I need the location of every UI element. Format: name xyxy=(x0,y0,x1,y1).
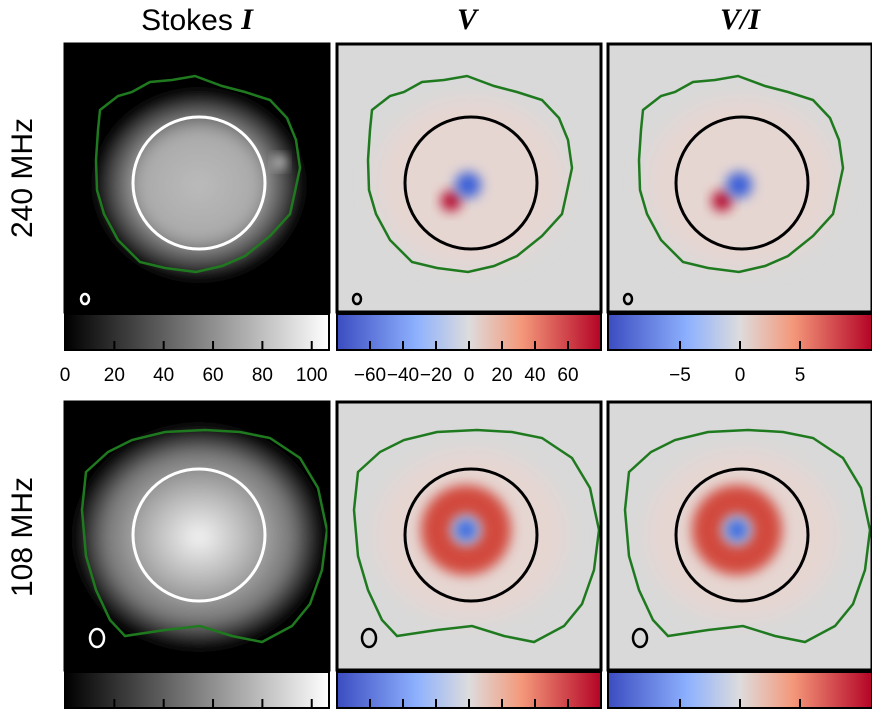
colorbar-tick-label: −20 xyxy=(420,365,452,386)
limb xyxy=(403,467,539,603)
contour xyxy=(352,428,601,644)
image-panel xyxy=(63,42,331,314)
beam xyxy=(79,292,91,306)
contour xyxy=(80,428,329,644)
colorbar-fill xyxy=(64,313,330,351)
limb xyxy=(674,115,810,251)
contour xyxy=(94,74,302,274)
contour xyxy=(637,74,845,274)
contour xyxy=(366,74,574,274)
colorbar-tick-label: 40 xyxy=(153,365,174,386)
colorbar-tick-label: 80 xyxy=(252,365,273,386)
limb xyxy=(131,467,267,603)
colorbar-tick-label: 0 xyxy=(464,365,475,386)
image-panel xyxy=(606,400,872,672)
contour xyxy=(623,428,872,644)
red-spot xyxy=(712,191,732,211)
core xyxy=(725,518,749,542)
image xyxy=(65,402,329,670)
beam xyxy=(360,627,378,649)
panel-frame xyxy=(606,42,872,314)
colorbar-tick-label: 20 xyxy=(491,365,512,386)
image-panel xyxy=(335,400,603,672)
ring xyxy=(421,485,511,575)
image xyxy=(65,44,329,312)
colorbar xyxy=(336,671,602,709)
image-panel xyxy=(335,42,603,314)
panel-frame xyxy=(63,42,331,314)
colorbar-tick-label: −60 xyxy=(354,365,386,386)
column-title: V/I xyxy=(720,3,761,36)
blue-spot xyxy=(455,172,481,198)
column-title: Stokes I xyxy=(141,3,254,37)
colorbar xyxy=(607,671,872,709)
limb xyxy=(403,115,539,251)
panel-frame xyxy=(63,400,331,672)
colorbar xyxy=(336,313,602,351)
image xyxy=(337,402,601,670)
colorbar-tick-label: −5 xyxy=(669,365,691,386)
emission xyxy=(74,425,324,649)
source xyxy=(274,156,286,168)
colorbar-tick-label: 40 xyxy=(524,365,545,386)
title-symbol: I xyxy=(240,3,254,36)
limb xyxy=(131,115,267,251)
blue-spot xyxy=(726,172,752,198)
beam xyxy=(351,292,363,306)
colorbar-fill xyxy=(64,671,330,709)
colorbar-tick-label: 20 xyxy=(104,365,125,386)
colorbar-tick-label: 0 xyxy=(735,365,746,386)
core xyxy=(454,518,478,542)
colorbar xyxy=(64,671,330,709)
panel-frame xyxy=(335,400,603,672)
ring xyxy=(692,485,782,575)
limb xyxy=(674,467,810,603)
colorbar-tick-label: 60 xyxy=(202,365,223,386)
image xyxy=(608,402,872,670)
column-title: V xyxy=(457,3,480,36)
beam xyxy=(88,627,106,649)
column-titles: Stokes I V V/I 240 MHz 108 MHz xyxy=(6,3,761,597)
red-spot xyxy=(441,191,461,211)
title-prefix: Stokes xyxy=(141,4,233,37)
image xyxy=(337,44,601,312)
image-panel xyxy=(606,42,872,314)
colorbar-tick-label: 5 xyxy=(795,365,806,386)
beam xyxy=(631,627,649,649)
beam xyxy=(622,292,634,306)
panel-frame xyxy=(335,42,603,314)
row-label: 108 MHz xyxy=(6,477,39,597)
emission xyxy=(94,90,304,280)
panel-frame xyxy=(606,400,872,672)
colorbar-tick-label: −40 xyxy=(387,365,419,386)
colorbar-tick-label: 100 xyxy=(296,365,328,386)
row-label: 240 MHz xyxy=(6,118,39,238)
colorbar-tick-label: 0 xyxy=(60,365,71,386)
colorbar xyxy=(607,313,872,351)
image xyxy=(608,44,872,312)
image-panel xyxy=(63,400,331,672)
colorbar xyxy=(64,313,330,351)
colorbar-tick-label: 60 xyxy=(557,365,578,386)
